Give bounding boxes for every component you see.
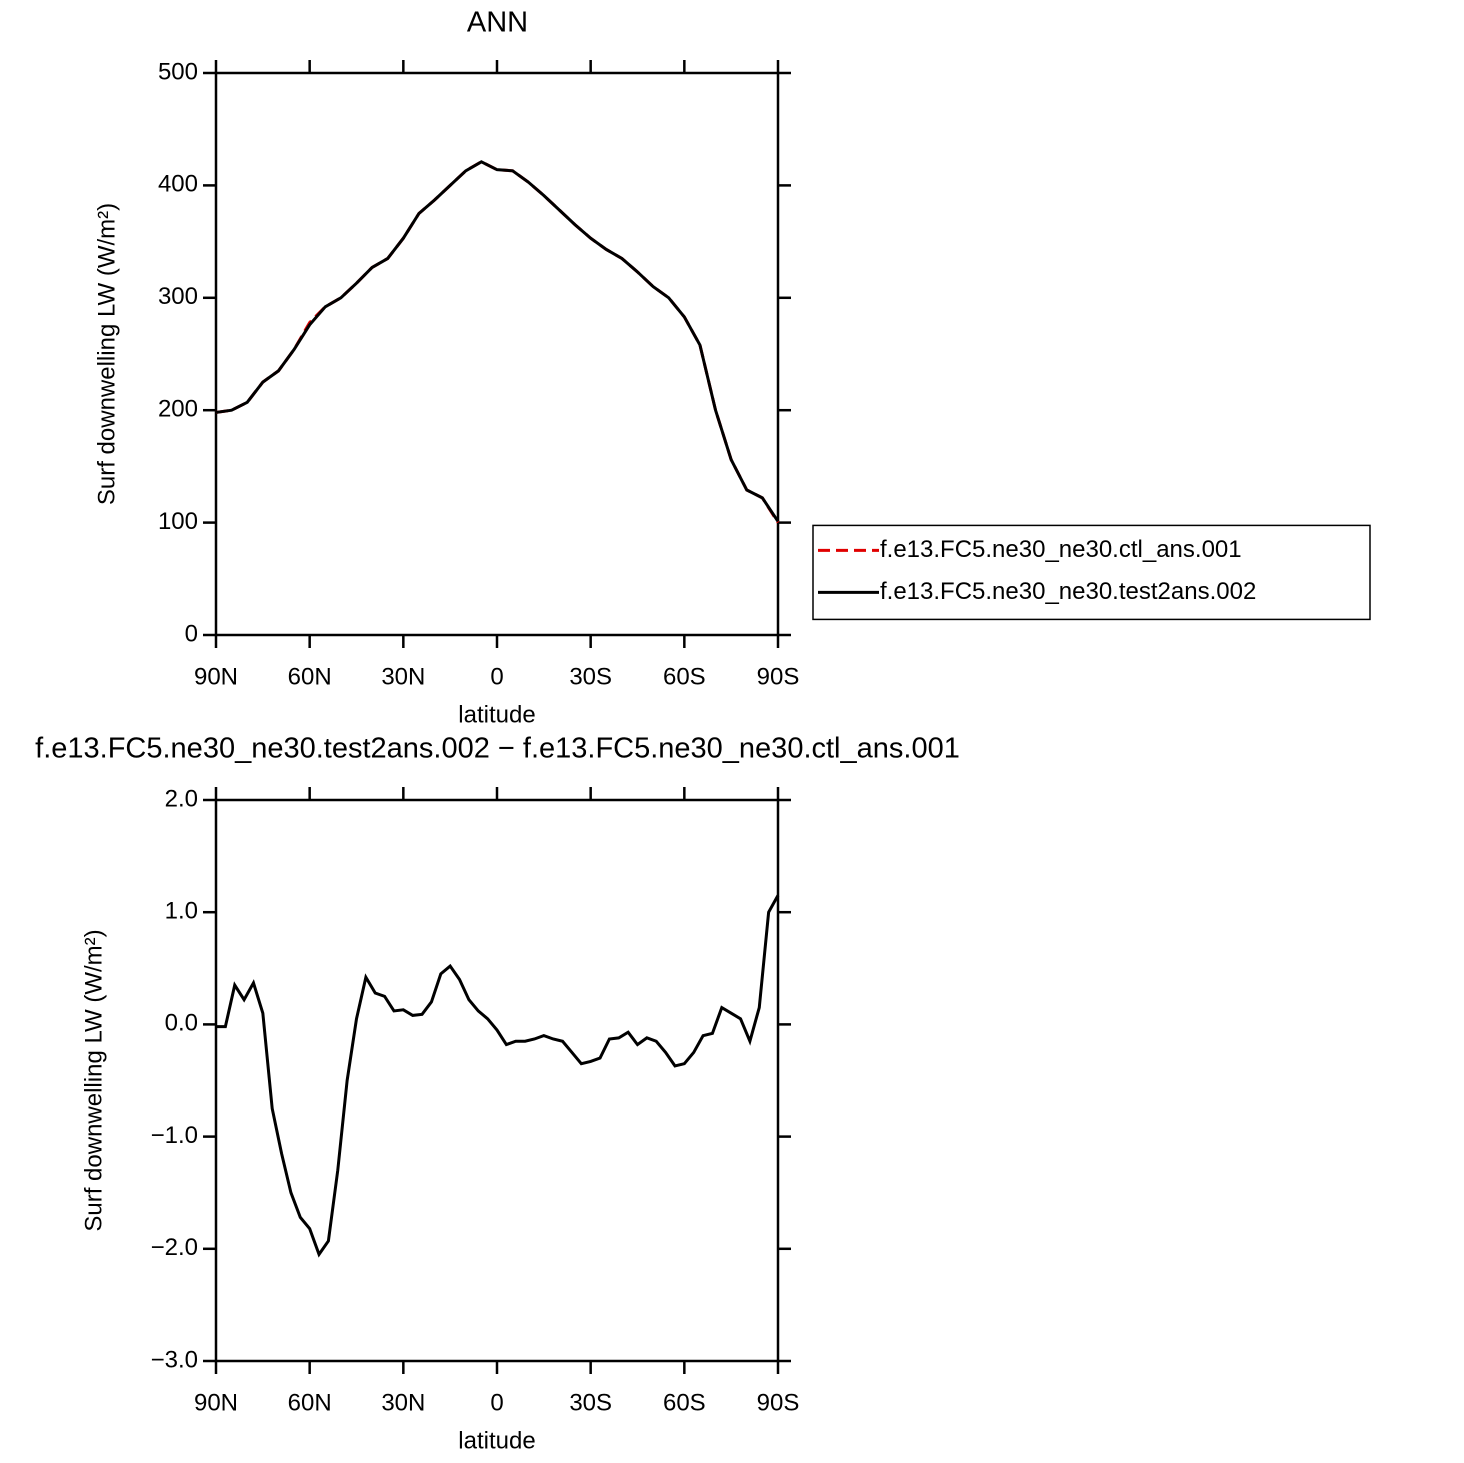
legend-label: f.e13.FC5.ne30_ne30.ctl_ans.001 [880,536,1242,563]
y-tick-label: 400 [158,171,198,198]
legend-label: f.e13.FC5.ne30_ne30.test2ans.002 [880,578,1256,605]
y-tick-label: 1.0 [165,898,198,925]
plot-frame [214,71,780,637]
x-tick-label: 90S [757,663,800,690]
x-axis-label: latitude [458,701,535,728]
data-line [215,160,780,523]
x-tick-label: 60N [288,1389,332,1416]
chart-title: ANN [467,7,528,39]
x-tick-label: 90N [194,663,238,690]
y-tick-label: −3.0 [151,1346,198,1373]
x-tick-label: 0 [490,1389,503,1416]
y-tick-label: 500 [158,58,198,85]
chart-title: f.e13.FC5.ne30_ne30.test2ans.002 − f.e13… [35,733,960,765]
y-tick-label: 100 [158,508,198,535]
x-tick-label: 60N [288,663,332,690]
x-tick-label: 30S [569,663,612,690]
x-tick-label: 90S [757,1389,800,1416]
y-tick-label: −1.0 [151,1122,198,1149]
x-axis-label: latitude [458,1427,535,1454]
x-tick-label: 60S [663,663,706,690]
x-tick-label: 30S [569,1389,612,1416]
y-axis-label: Surf downwelling LW (W/m²) [80,929,107,1231]
x-tick-label: 60S [663,1389,706,1416]
x-tick-label: 90N [194,1389,238,1416]
y-tick-label: 300 [158,283,198,310]
y-axis-label: Surf downwelling LW (W/m²) [93,203,120,505]
y-tick-label: −2.0 [151,1234,198,1261]
y-tick-label: 0.0 [165,1010,198,1037]
x-tick-label: 30N [381,663,425,690]
y-tick-label: 0 [185,620,198,647]
data-line [216,894,780,1258]
y-tick-label: 2.0 [165,785,198,812]
plot-frame [214,798,780,1363]
y-tick-label: 200 [158,396,198,423]
legend-box [812,524,1371,621]
x-tick-label: 30N [381,1389,425,1416]
x-tick-label: 0 [490,663,503,690]
